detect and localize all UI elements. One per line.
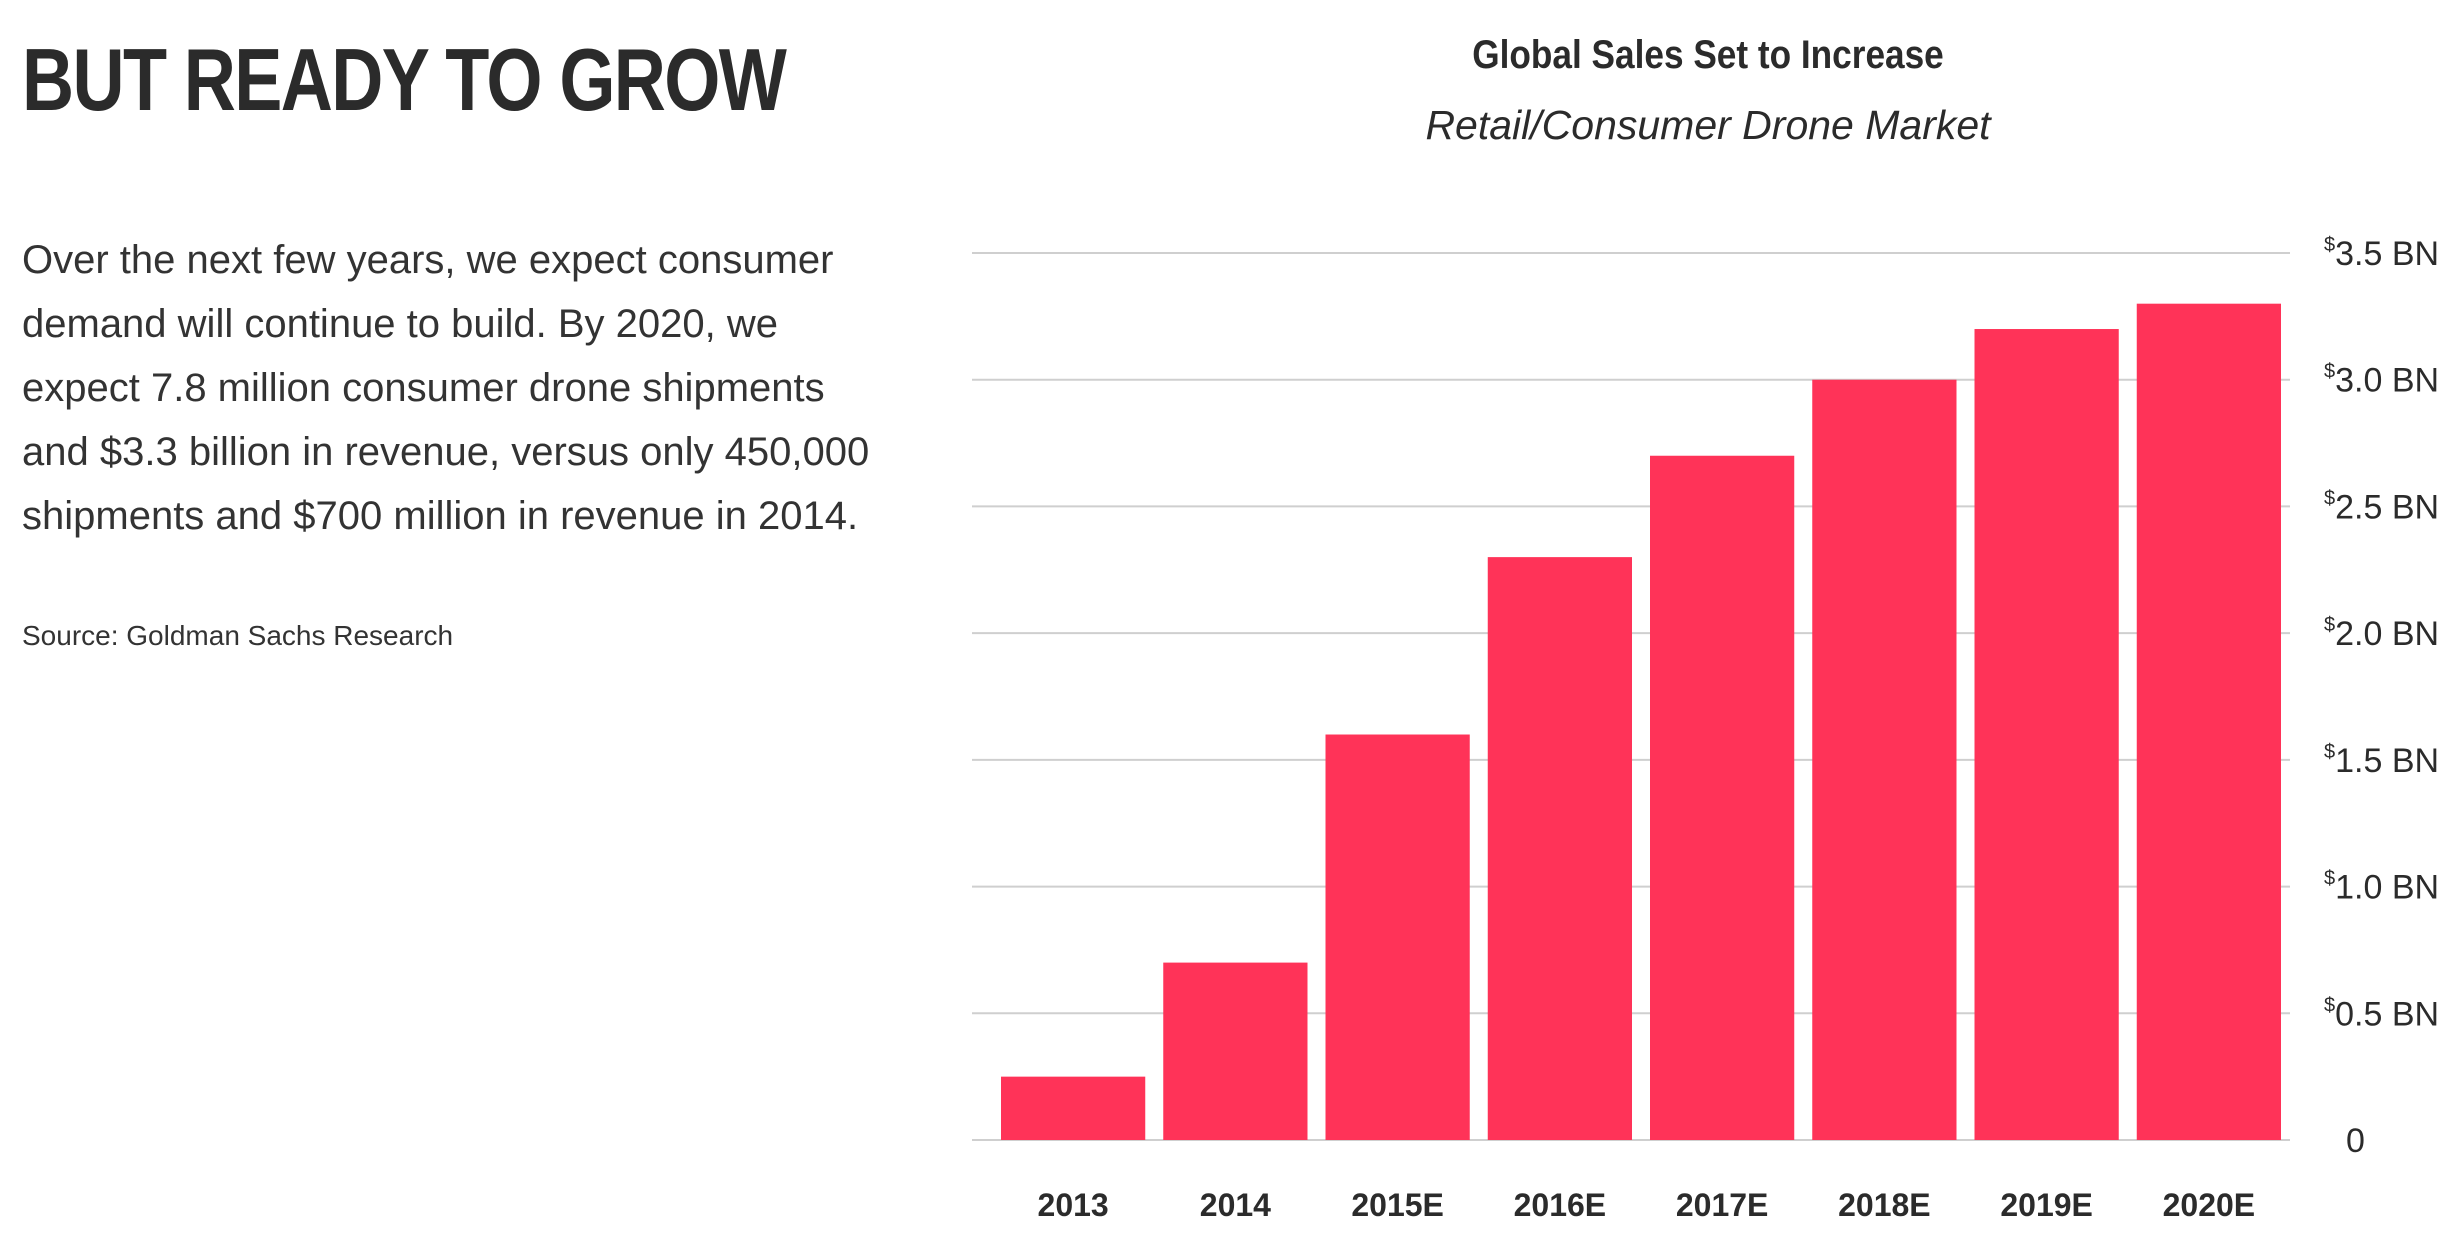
x-tick-label: 2014 [1200, 1187, 1271, 1223]
y-tick-label: $2.0 BN [2324, 614, 2439, 653]
chart-subtitle: Retail/Consumer Drone Market [1425, 102, 1991, 148]
y-tick-label: $1.5 BN [2324, 741, 2439, 780]
source-note: Source: Goldman Sachs Research [22, 620, 454, 651]
y-tick-label: 0 [2346, 1122, 2365, 1160]
y-tick-label: $3.5 BN [2324, 234, 2439, 273]
chart-area: Global Sales Set to Increase Retail/Cons… [960, 0, 2456, 1246]
y-tick-label: $2.5 BN [2324, 487, 2439, 526]
bar-2019e [1974, 329, 2119, 1140]
y-tick-label: $0.5 BN [2324, 994, 2439, 1033]
x-tick-label: 2019E [2000, 1187, 2093, 1223]
x-tick-label: 2013 [1038, 1187, 1109, 1223]
left-panel: BUT READY TO GROW Over the next few year… [22, 30, 922, 654]
bar-2020e [2136, 303, 2281, 1141]
body-copy: Over the next few years, we expect consu… [22, 238, 870, 538]
bar-2017e [1650, 455, 1795, 1140]
bar-2018e [1812, 379, 1957, 1140]
x-tick-label: 2015E [1351, 1187, 1444, 1223]
headline: BUT READY TO GROW [22, 30, 787, 129]
x-tick-label: 2017E [1676, 1187, 1769, 1223]
bar-2013 [1001, 1076, 1146, 1140]
chart-title: Global Sales Set to Increase [1472, 33, 1944, 77]
x-tick-label: 2020E [2163, 1187, 2256, 1223]
x-tick-label: 2016E [1514, 1187, 1607, 1223]
x-tick-label: 2018E [1838, 1187, 1931, 1223]
y-tick-label: $3.0 BN [2324, 361, 2439, 400]
bar-chart: 0 $0.5 BN $1.0 BN $1.5 BN $2.0 BN $2.5 BN $3.0… [972, 234, 2439, 1223]
y-tick-label: $1.0 BN [2324, 868, 2439, 907]
bar-2015e [1325, 734, 1470, 1140]
bar-2014 [1163, 962, 1308, 1140]
bar-2016e [1487, 557, 1632, 1140]
